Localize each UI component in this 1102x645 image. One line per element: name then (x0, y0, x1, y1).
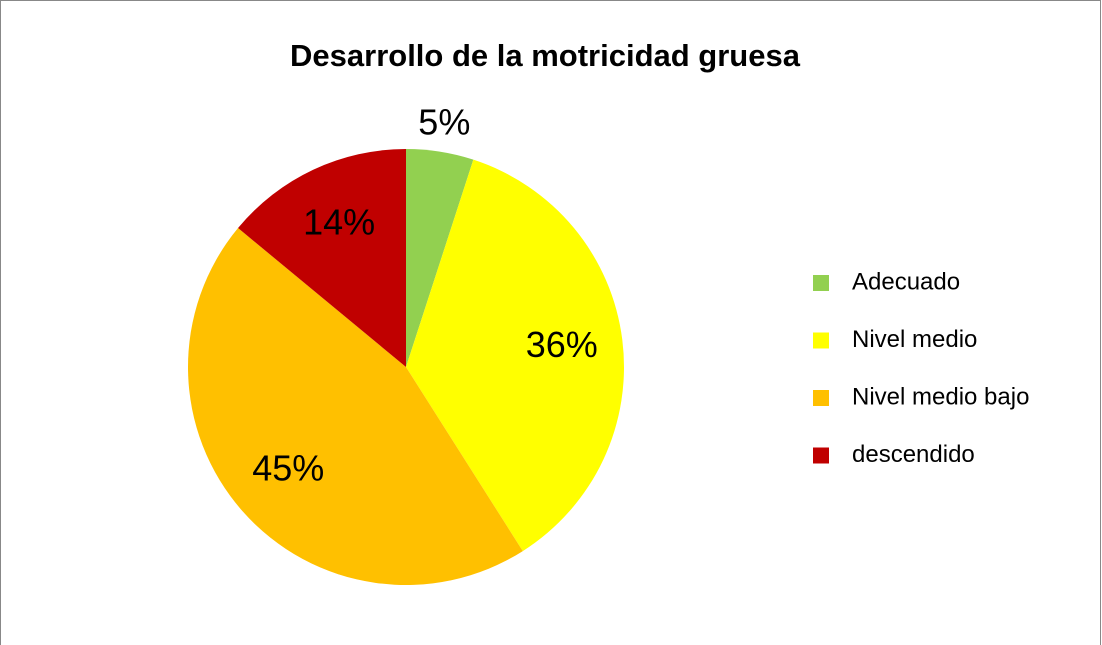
legend-label: Nivel medio bajo (852, 383, 1029, 410)
data-label: 45% (252, 447, 324, 488)
pie-slice (188, 228, 523, 585)
legend-swatch (813, 390, 829, 406)
legend-label: descendido (852, 441, 975, 468)
legend-swatch (813, 332, 829, 349)
pie-slice (406, 159, 624, 552)
legend-label: Nivel medio (852, 326, 977, 353)
data-label: 36% (526, 324, 598, 365)
chart-title: Desarrollo de la motricidad gruesa (290, 38, 801, 73)
legend-swatch (813, 447, 829, 464)
data-label: 5% (418, 102, 470, 143)
legend-label: Adecuado (852, 268, 960, 295)
pie-slice (406, 149, 474, 367)
data-label: 14% (303, 201, 375, 242)
legend-swatch (813, 275, 829, 291)
pie-slice (238, 149, 406, 367)
